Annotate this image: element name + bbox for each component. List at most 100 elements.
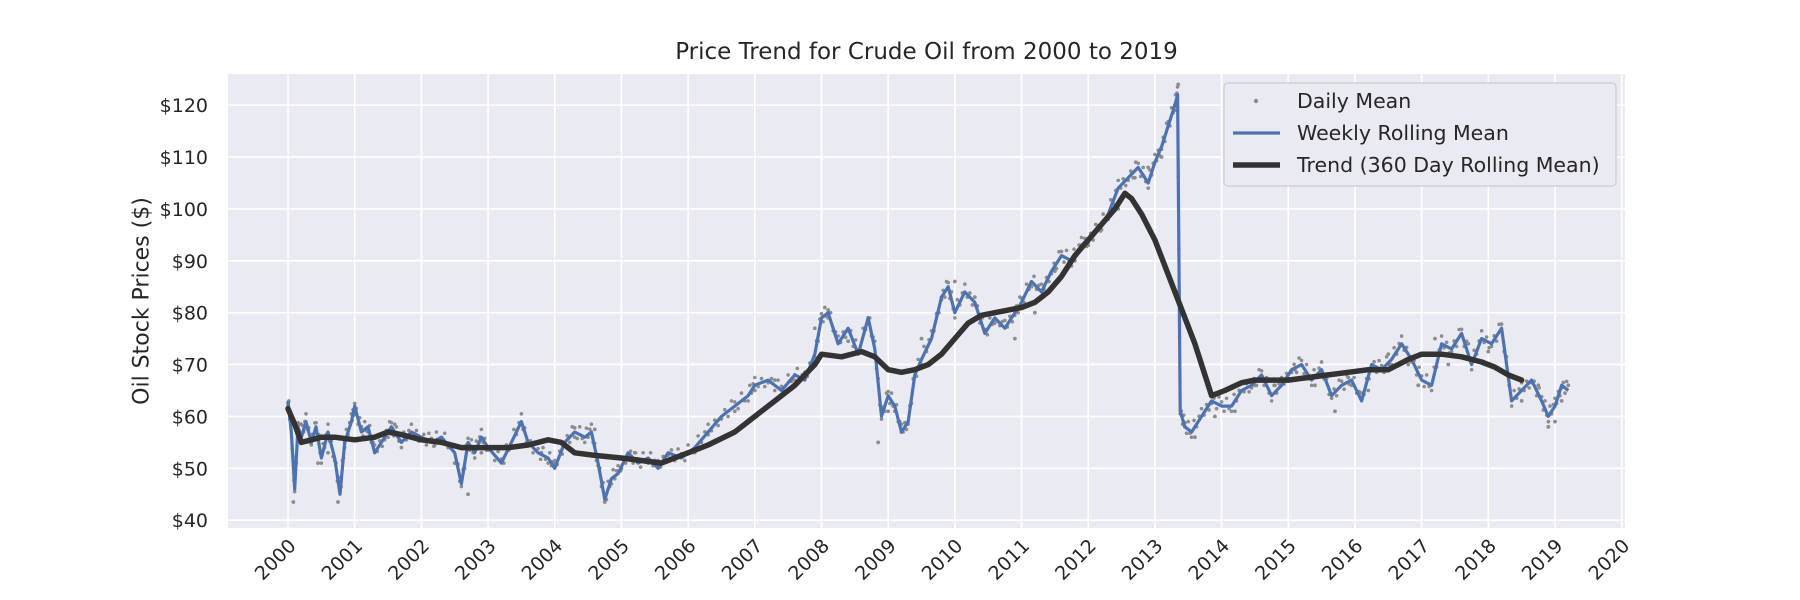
daily-mean-point bbox=[1444, 340, 1449, 345]
daily-mean-point bbox=[686, 443, 690, 447]
daily-mean-point bbox=[846, 339, 851, 344]
daily-mean-point bbox=[299, 422, 304, 427]
daily-mean-point bbox=[304, 412, 308, 416]
daily-mean-point bbox=[309, 443, 314, 447]
daily-mean-point bbox=[1192, 435, 1197, 440]
daily-mean-point bbox=[1123, 183, 1128, 188]
daily-mean-point bbox=[611, 467, 615, 472]
y-tick-label: $80 bbox=[172, 303, 208, 325]
daily-mean-point bbox=[638, 465, 643, 469]
x-tick-label: 2017 bbox=[1384, 535, 1434, 585]
daily-mean-point bbox=[1121, 177, 1126, 181]
daily-mean-point bbox=[472, 456, 477, 460]
daily-mean-point bbox=[1273, 383, 1277, 388]
daily-mean-point bbox=[1561, 380, 1566, 385]
daily-mean-point bbox=[876, 440, 881, 445]
daily-mean-point bbox=[316, 461, 320, 466]
daily-mean-point bbox=[1469, 367, 1474, 372]
daily-mean-point bbox=[795, 366, 800, 371]
daily-mean-point bbox=[1449, 349, 1454, 354]
daily-mean-point bbox=[1059, 249, 1064, 254]
daily-mean-point bbox=[1199, 406, 1204, 411]
daily-mean-point bbox=[826, 308, 831, 312]
daily-mean-point bbox=[1422, 384, 1426, 389]
chart-title: Price Trend for Crude Oil from 2000 to 2… bbox=[675, 39, 1178, 65]
daily-mean-point bbox=[1377, 358, 1381, 363]
daily-mean-point bbox=[1392, 345, 1396, 350]
daily-mean-point bbox=[1299, 358, 1304, 363]
daily-mean-point bbox=[1433, 336, 1437, 341]
daily-mean-point bbox=[1519, 398, 1524, 403]
daily-mean-point bbox=[722, 407, 727, 412]
trend-line bbox=[285, 190, 1525, 466]
x-tick-label: 2006 bbox=[651, 535, 701, 585]
daily-mean-point bbox=[1566, 383, 1571, 388]
daily-mean-point bbox=[336, 500, 340, 504]
y-tick-label: $50 bbox=[172, 458, 208, 480]
x-tick-label: 2008 bbox=[784, 535, 834, 585]
daily-mean-point bbox=[1386, 352, 1391, 357]
daily-mean-point bbox=[823, 305, 827, 310]
y-tick-label: $60 bbox=[172, 406, 208, 428]
daily-mean-point bbox=[1406, 362, 1411, 367]
daily-mean-point bbox=[726, 414, 730, 419]
daily-mean-point bbox=[1297, 356, 1301, 360]
daily-mean-point bbox=[326, 422, 330, 427]
daily-mean-point bbox=[1039, 282, 1044, 286]
daily-mean-point bbox=[589, 422, 594, 427]
daily-mean-point bbox=[616, 463, 620, 468]
daily-mean-point bbox=[641, 450, 645, 455]
daily-mean-point bbox=[732, 400, 737, 404]
daily-mean-point bbox=[389, 420, 394, 425]
daily-mean-point bbox=[648, 450, 653, 455]
daily-mean-point bbox=[919, 336, 924, 341]
daily-mean-point bbox=[1128, 169, 1133, 173]
daily-mean-point bbox=[739, 391, 744, 395]
daily-mean-point bbox=[1446, 362, 1451, 367]
daily-mean-point bbox=[592, 427, 597, 432]
daily-mean-point bbox=[584, 426, 589, 430]
daily-mean-point bbox=[682, 458, 687, 463]
daily-mean-point bbox=[736, 406, 740, 411]
x-tick-label: 2000 bbox=[251, 535, 301, 585]
daily-mean-point bbox=[1146, 186, 1151, 190]
daily-mean-point bbox=[602, 500, 607, 504]
daily-mean-point bbox=[922, 344, 926, 349]
x-tick-label: 2018 bbox=[1451, 535, 1501, 585]
daily-mean-point bbox=[536, 446, 540, 451]
daily-mean-point bbox=[1189, 435, 1194, 440]
daily-mean-point bbox=[946, 280, 950, 285]
daily-mean-point bbox=[582, 440, 587, 445]
x-tick-label: 2015 bbox=[1251, 535, 1301, 585]
daily-mean-point bbox=[314, 420, 318, 425]
x-tick-label: 2009 bbox=[851, 535, 901, 585]
daily-mean-point bbox=[392, 422, 397, 427]
x-tick-label: 2013 bbox=[1118, 535, 1168, 585]
daily-mean-point bbox=[1417, 365, 1421, 369]
daily-mean-point bbox=[474, 439, 479, 443]
daily-mean-point bbox=[492, 458, 497, 463]
daily-mean-point bbox=[886, 409, 891, 414]
daily-mean-point bbox=[759, 376, 764, 381]
daily-mean-point bbox=[1003, 318, 1007, 323]
daily-mean-point bbox=[819, 311, 824, 316]
daily-mean-point bbox=[1229, 409, 1234, 414]
daily-mean-point bbox=[466, 492, 470, 497]
daily-mean-point bbox=[1146, 165, 1151, 170]
daily-mean-point bbox=[496, 449, 500, 454]
daily-mean-point bbox=[1459, 327, 1464, 332]
x-tick-label: 2001 bbox=[317, 535, 367, 585]
daily-mean-point bbox=[1224, 396, 1229, 401]
daily-mean-point bbox=[1292, 362, 1296, 367]
daily-mean-point bbox=[1416, 383, 1421, 388]
daily-mean-point bbox=[427, 431, 431, 436]
daily-mean-point bbox=[1184, 431, 1189, 436]
daily-mean-point bbox=[547, 450, 552, 455]
daily-mean-point bbox=[1499, 322, 1504, 326]
daily-mean-point bbox=[1219, 400, 1224, 404]
y-tick-label: $110 bbox=[160, 147, 208, 169]
daily-mean-point bbox=[729, 399, 734, 403]
daily-mean-point bbox=[953, 316, 957, 320]
daily-mean-point bbox=[1334, 393, 1339, 398]
